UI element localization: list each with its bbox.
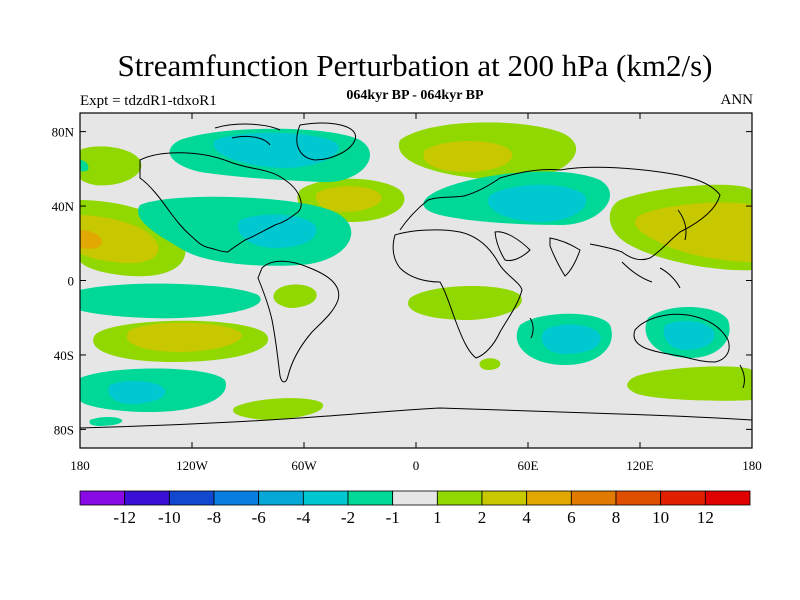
coastlines bbox=[80, 122, 752, 429]
coast-southeast-asia bbox=[621, 261, 681, 289]
latitude-axis: 80N 40N 0 40S 80S bbox=[52, 125, 752, 437]
coast-north-america bbox=[139, 152, 302, 253]
anomaly-peak-east-pacific bbox=[80, 230, 102, 249]
colorbar-swatch bbox=[481, 490, 528, 506]
colorbar-label: 10 bbox=[652, 508, 669, 527]
colorbar-swatch bbox=[302, 490, 349, 506]
anomaly-pos-south-america bbox=[273, 284, 317, 308]
colorbar-label: -4 bbox=[296, 508, 311, 527]
colorbar-swatch bbox=[347, 490, 394, 506]
lat-tick-label: 80S bbox=[54, 422, 74, 437]
colorbar-swatch bbox=[213, 490, 260, 506]
colorbar-label: 12 bbox=[697, 508, 714, 527]
season-label: ANN bbox=[720, 92, 754, 108]
colorbar-label: -2 bbox=[341, 508, 355, 527]
lon-tick-label: 60E bbox=[518, 458, 539, 473]
experiment-label: Expt = tdzdR1-tdxoR1 bbox=[80, 93, 217, 109]
colorbar-swatch bbox=[660, 490, 706, 506]
colorbar-swatch bbox=[436, 490, 483, 506]
anomaly-core-pacific-east bbox=[80, 215, 159, 264]
period-subtitle: 064kyr BP - 064kyr BP bbox=[346, 88, 484, 103]
lon-tick-label: 180 bbox=[742, 458, 762, 473]
anomaly-core-atlantic bbox=[315, 186, 382, 212]
anomaly-neg-arctic-west bbox=[80, 160, 89, 172]
lon-tick-label: 120E bbox=[626, 458, 654, 473]
negative-cores bbox=[108, 132, 715, 404]
anomaly-core-arctic-east bbox=[423, 141, 513, 172]
coast-south-america bbox=[257, 260, 340, 383]
lat-tick-label: 40S bbox=[54, 348, 74, 363]
colorbar-swatch bbox=[124, 490, 170, 506]
lon-tick-label: 0 bbox=[413, 458, 420, 473]
lon-tick-label: 180 bbox=[70, 458, 90, 473]
positive-cores bbox=[80, 141, 752, 352]
anomaly-pos-africa bbox=[408, 285, 522, 320]
anomaly-core-south-pacific bbox=[108, 380, 166, 404]
colorbar-swatch bbox=[615, 490, 662, 506]
anomaly-pos-arctic-west bbox=[80, 146, 142, 186]
anomaly-core-central-asia bbox=[488, 184, 587, 222]
colorbar-swatch bbox=[704, 490, 751, 506]
coast-new-zealand bbox=[739, 364, 745, 389]
colorbar-label: -1 bbox=[386, 508, 400, 527]
colorbar-label: -10 bbox=[158, 508, 181, 527]
anomaly-core-canada bbox=[213, 132, 339, 168]
colorbar-swatch bbox=[526, 490, 572, 506]
lon-tick-label: 60W bbox=[291, 458, 317, 473]
anomaly-core-gulf bbox=[238, 214, 317, 248]
chart-title: Streamfunction Perturbation at 200 hPa (… bbox=[117, 48, 713, 83]
colorbar: -12 -10 -8 -6 -4 -2 -1 1 2 4 6 8 10 12 bbox=[79, 490, 751, 527]
coast-madagascar bbox=[529, 317, 534, 339]
lon-tick-label: 120W bbox=[176, 458, 209, 473]
anomaly-pos-southern-ocean bbox=[233, 398, 324, 420]
coast-canadian-archipelago bbox=[214, 123, 281, 146]
coast-greenland bbox=[296, 122, 356, 161]
colorbar-swatch bbox=[392, 490, 438, 506]
colorbar-label: -6 bbox=[252, 508, 266, 527]
colorbar-label: 8 bbox=[612, 508, 621, 527]
colorbar-label: -12 bbox=[113, 508, 136, 527]
coast-europe bbox=[399, 169, 561, 231]
lat-tick-label: 80N bbox=[52, 125, 75, 140]
anomaly-core-australia bbox=[663, 320, 715, 350]
anomaly-neg-tropical-pacific bbox=[80, 283, 261, 319]
colorbar-label: -8 bbox=[207, 508, 221, 527]
colorbar-label: 1 bbox=[433, 508, 442, 527]
coast-australia bbox=[633, 313, 730, 363]
anomaly-neg-antarctic-pacific bbox=[89, 417, 123, 426]
coast-arabia bbox=[494, 231, 531, 261]
anomaly-pos-south-indian bbox=[627, 366, 752, 401]
colorbar-swatch bbox=[570, 490, 617, 506]
coast-india bbox=[549, 237, 581, 277]
colorbar-swatch bbox=[168, 490, 215, 506]
colorbar-label: 6 bbox=[567, 508, 576, 527]
anomaly-core-south-indian bbox=[541, 324, 601, 354]
colorbar-label: 4 bbox=[522, 508, 531, 527]
anomaly-pos-indian-ocean bbox=[479, 358, 501, 370]
colorbar-label: 2 bbox=[478, 508, 487, 527]
lat-tick-label: 0 bbox=[68, 274, 75, 289]
lat-tick-label: 40N bbox=[52, 199, 75, 214]
coast-antarctica bbox=[80, 407, 752, 429]
colorbar-swatch bbox=[258, 490, 304, 506]
coast-asia bbox=[559, 166, 721, 261]
colorbar-swatch bbox=[79, 490, 126, 506]
anomaly-core-south-pacific bbox=[126, 322, 242, 352]
coast-africa bbox=[392, 229, 523, 359]
longitude-axis: 180 120W 60W 0 60E 120E 180 bbox=[70, 113, 762, 473]
coast-japan bbox=[677, 209, 687, 241]
anomaly-core-nw-pacific bbox=[635, 202, 752, 262]
anomaly-fields bbox=[80, 122, 752, 426]
